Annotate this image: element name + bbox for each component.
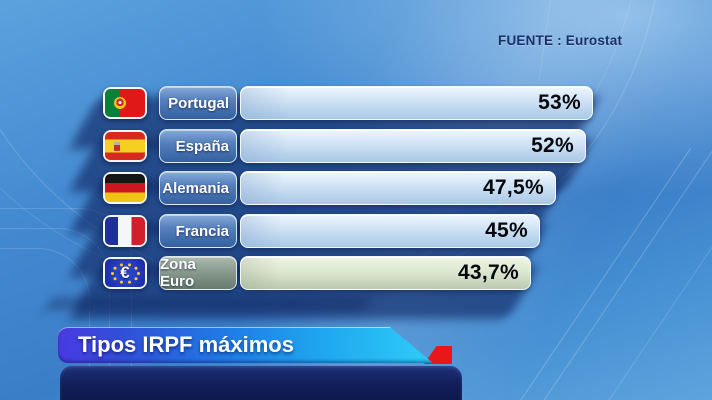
zona-euro-flag-icon: € bbox=[103, 257, 147, 289]
country-label: Zona Euro bbox=[159, 256, 237, 290]
bar-value-label: 53% bbox=[538, 91, 581, 114]
bar-value-label: 47,5% bbox=[482, 176, 544, 199]
country-label: España bbox=[159, 129, 237, 163]
portugal-flag-icon bbox=[103, 87, 147, 119]
euro-symbol-icon: € bbox=[120, 263, 130, 282]
francia-flag-icon bbox=[103, 215, 147, 247]
bar-value-label: 52% bbox=[531, 134, 574, 157]
chart-title: Tipos IRPF máximos bbox=[78, 332, 294, 357]
chart-row: € Zona Euro 43,7% bbox=[103, 256, 531, 290]
title-banner: Tipos IRPF máximos bbox=[58, 327, 433, 363]
country-label: Alemania bbox=[159, 171, 237, 205]
chart-row: Portugal 53% bbox=[103, 86, 593, 120]
lower-text-panel bbox=[60, 366, 462, 400]
country-label: Francia bbox=[159, 214, 237, 248]
bar-value-label: 43,7% bbox=[457, 261, 519, 284]
value-bar: 47,5% bbox=[240, 171, 556, 205]
value-bar: 43,7% bbox=[240, 256, 531, 290]
value-bar: 53% bbox=[240, 86, 593, 120]
source-label: FUENTE : Eurostat bbox=[498, 33, 623, 48]
background-diagonal-line bbox=[592, 175, 712, 400]
chart-row: Francia 45% bbox=[103, 214, 540, 248]
value-bar: 45% bbox=[240, 214, 540, 248]
country-label: Portugal bbox=[159, 86, 237, 120]
chart-row: Alemania 47,5% bbox=[103, 171, 556, 205]
espana-flag-icon bbox=[103, 130, 147, 162]
alemania-flag-icon bbox=[103, 172, 147, 204]
value-bar: 52% bbox=[240, 129, 586, 163]
bar-value-label: 45% bbox=[485, 219, 528, 242]
chart-row: España 52% bbox=[103, 129, 586, 163]
